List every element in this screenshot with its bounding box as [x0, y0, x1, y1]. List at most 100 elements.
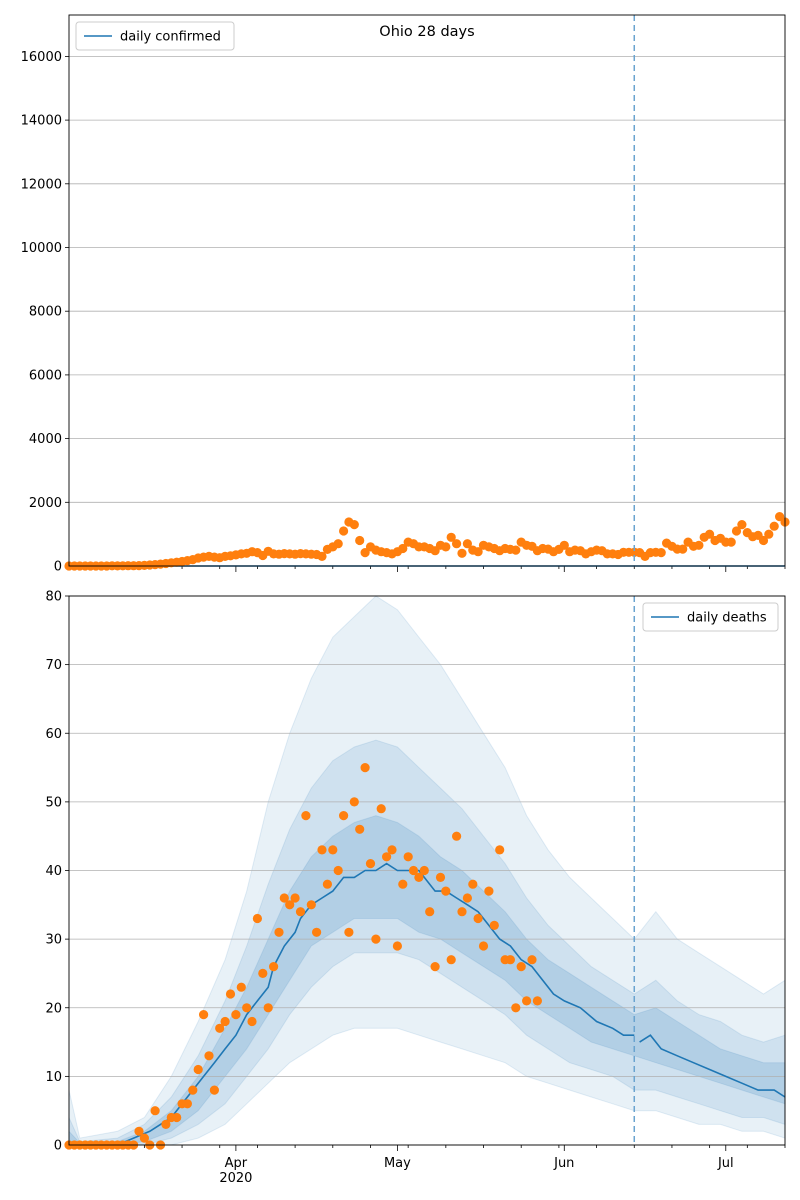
- data-point: [209, 1085, 219, 1095]
- y-tick-label: 30: [45, 933, 62, 948]
- data-point: [398, 543, 408, 554]
- y-tick-label: 16000: [21, 50, 62, 65]
- data-point: [737, 520, 747, 530]
- data-point: [527, 955, 537, 965]
- data-point: [392, 941, 402, 951]
- data-point: [452, 831, 462, 841]
- data-point: [360, 548, 370, 558]
- data-point: [225, 989, 236, 999]
- data-point: [457, 548, 467, 558]
- axes-frame: [68, 14, 786, 567]
- x-year-label: 2020: [219, 1171, 252, 1186]
- x-tick-label: Jun: [553, 1156, 574, 1171]
- data-point: [339, 811, 349, 821]
- data-point: [344, 927, 354, 937]
- data-point: [231, 1010, 241, 1020]
- y-tick-label: 0: [54, 560, 62, 575]
- data-point: [317, 551, 327, 562]
- data-point: [382, 852, 392, 862]
- legend: daily confirmed: [75, 21, 235, 51]
- legend-label: daily deaths: [687, 611, 767, 626]
- data-point: [726, 537, 736, 547]
- data-point: [446, 955, 456, 965]
- y-tick-label: 12000: [21, 177, 62, 192]
- data-point: [355, 535, 365, 546]
- data-point: [462, 893, 472, 903]
- legend-label: daily confirmed: [120, 30, 221, 45]
- data-point: [403, 852, 413, 862]
- data-point: [425, 907, 435, 917]
- y-tick-label: 10: [45, 1070, 62, 1085]
- series-line-1: [639, 1034, 786, 1098]
- data-point: [473, 547, 483, 557]
- data-point: [295, 907, 306, 917]
- data-point: [441, 542, 451, 552]
- data-point: [694, 540, 704, 550]
- data-point: [339, 526, 349, 536]
- data-point: [333, 865, 343, 876]
- data-point: [516, 962, 526, 972]
- data-point: [236, 982, 246, 992]
- data-point: [220, 1016, 230, 1027]
- data-point: [215, 1023, 225, 1033]
- data-point: [285, 900, 295, 910]
- data-point: [705, 529, 715, 539]
- x-tick-label: Apr: [225, 1156, 248, 1171]
- data-point: [204, 1051, 214, 1061]
- data-point: [172, 1112, 182, 1123]
- data-point: [468, 879, 478, 889]
- data-point: [161, 1119, 171, 1129]
- legend: daily deaths: [642, 602, 779, 632]
- data-point: [452, 539, 462, 549]
- x-tick-label: May: [384, 1156, 411, 1171]
- y-tick-label: 6000: [29, 368, 62, 383]
- y-tick-label: 40: [45, 864, 62, 879]
- y-tick-label: 60: [45, 727, 62, 742]
- data-point: [263, 1003, 273, 1013]
- data-point: [484, 886, 494, 896]
- data-point: [462, 539, 472, 549]
- data-point: [656, 548, 666, 558]
- data-point: [376, 804, 386, 814]
- data-point: [279, 893, 289, 903]
- y-tick-label: 2000: [29, 496, 62, 511]
- data-point: [355, 824, 365, 834]
- data-point: [290, 893, 300, 903]
- data-point: [371, 934, 381, 944]
- data-point: [134, 1126, 144, 1136]
- chart-panel-1: 0 2000 4000 6000 8000 10000 12000 14000 16000 Ohi…: [21, 14, 790, 575]
- data-point: [446, 532, 456, 542]
- y-tick-label: 14000: [21, 114, 62, 129]
- y-tick-label: 4000: [29, 432, 62, 447]
- data-point: [532, 996, 543, 1006]
- data-point: [414, 872, 424, 883]
- data-point: [349, 797, 359, 807]
- data-point: [478, 941, 489, 951]
- data-point: [150, 1106, 160, 1116]
- x-tick-label: Jul: [717, 1156, 734, 1171]
- data-point: [522, 996, 532, 1006]
- data-point: [678, 544, 688, 554]
- data-point: [758, 535, 769, 546]
- data-point: [511, 545, 521, 555]
- data-point: [199, 1010, 209, 1020]
- data-point: [398, 879, 408, 889]
- y-tick-label: 8000: [29, 305, 62, 320]
- data-point: [769, 521, 779, 531]
- data-point: [457, 907, 467, 917]
- data-point: [242, 1003, 252, 1013]
- data-point: [252, 913, 262, 924]
- data-point: [559, 540, 569, 550]
- data-point: [360, 763, 370, 773]
- data-point: [317, 845, 327, 855]
- data-point: [441, 886, 451, 896]
- data-point: [430, 962, 440, 972]
- y-tick-label: 70: [45, 658, 62, 673]
- data-point: [349, 520, 359, 530]
- data-point: [193, 1064, 203, 1075]
- data-point: [258, 968, 268, 979]
- data-point: [419, 865, 429, 876]
- y-tick-label: 80: [45, 590, 62, 605]
- data-point: [328, 845, 338, 855]
